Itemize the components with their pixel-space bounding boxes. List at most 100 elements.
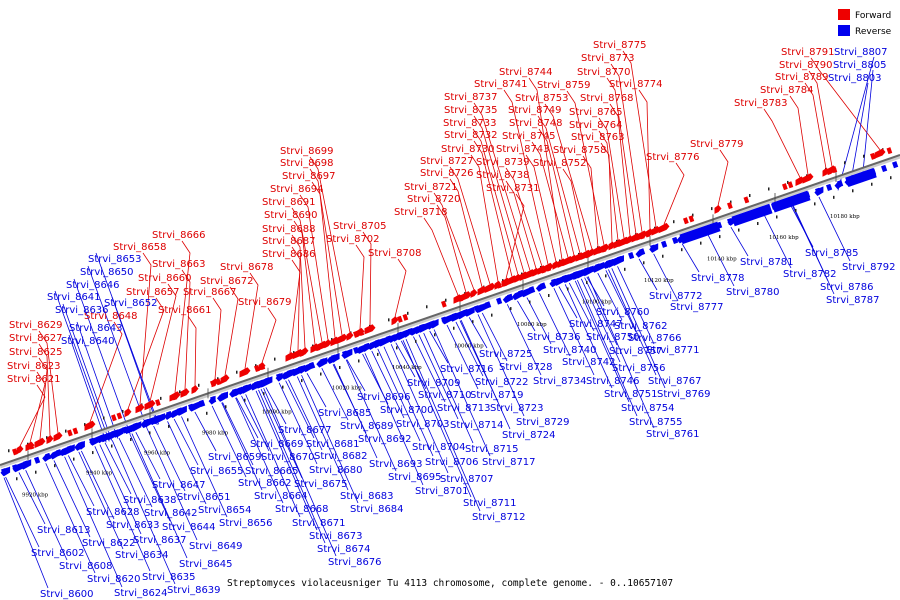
- reverse-gene-block[interactable]: [595, 263, 602, 271]
- forward-gene-label[interactable]: Strvi_8687: [262, 236, 316, 247]
- forward-gene-block[interactable]: [215, 378, 222, 386]
- forward-gene-label[interactable]: Strvi_8737: [444, 92, 498, 103]
- reverse-gene-block[interactable]: [34, 456, 41, 464]
- forward-gene-label[interactable]: Strvi_8727: [420, 156, 474, 167]
- reverse-gene-block[interactable]: [276, 373, 283, 381]
- reverse-gene-label[interactable]: Strvi_8620: [87, 574, 141, 585]
- forward-gene-block[interactable]: [831, 166, 838, 174]
- reverse-gene-5[interactable]: [49, 449, 59, 460]
- reverse-gene-label[interactable]: Strvi_8713: [437, 403, 491, 414]
- reverse-gene-block[interactable]: [210, 396, 217, 404]
- reverse-gene-block[interactable]: [573, 270, 580, 279]
- forward-gene-24[interactable]: [346, 331, 354, 341]
- forward-gene-label[interactable]: Strvi_8743: [496, 144, 550, 155]
- reverse-gene-label[interactable]: Strvi_8695: [388, 472, 442, 483]
- reverse-gene-block[interactable]: [364, 342, 371, 351]
- reverse-gene-label[interactable]: Strvi_8669: [250, 439, 304, 450]
- large-reverse-gene[interactable]: [731, 203, 773, 227]
- forward-gene-label[interactable]: Strvi_8648: [84, 311, 138, 322]
- reverse-gene-block[interactable]: [375, 339, 382, 347]
- reverse-gene-label[interactable]: Strvi_8684: [350, 504, 404, 515]
- forward-gene-label[interactable]: Strvi_8745: [502, 131, 556, 142]
- reverse-gene-label[interactable]: Strvi_8652: [104, 298, 158, 309]
- reverse-gene-block[interactable]: [617, 255, 624, 263]
- forward-gene-61[interactable]: [795, 176, 805, 186]
- reverse-gene-block[interactable]: [353, 346, 360, 354]
- reverse-gene-label[interactable]: Strvi_8649: [189, 541, 243, 552]
- forward-gene-label[interactable]: Strvi_8744: [499, 67, 553, 78]
- reverse-gene-label[interactable]: Strvi_8645: [179, 559, 233, 570]
- forward-gene-block[interactable]: [402, 313, 409, 321]
- forward-gene-label[interactable]: Strvi_8657: [126, 287, 180, 298]
- reverse-gene-block[interactable]: [89, 437, 96, 445]
- reverse-gene-block[interactable]: [12, 464, 19, 472]
- large-reverse-gene[interactable]: [845, 167, 877, 188]
- forward-gene-label[interactable]: Strvi_8678: [220, 262, 274, 273]
- forward-gene-block[interactable]: [545, 264, 552, 272]
- forward-gene-label[interactable]: Strvi_8627: [9, 333, 63, 344]
- forward-gene-label[interactable]: Strvi_8705: [333, 221, 387, 232]
- reverse-gene-block[interactable]: [287, 369, 294, 377]
- forward-gene-block[interactable]: [28, 442, 35, 450]
- reverse-gene-label[interactable]: Strvi_8646: [66, 280, 120, 291]
- reverse-gene-block[interactable]: [474, 305, 481, 313]
- forward-gene-block[interactable]: [782, 183, 788, 191]
- reverse-gene-block[interactable]: [881, 164, 888, 173]
- reverse-gene-block[interactable]: [672, 236, 679, 245]
- forward-gene-label[interactable]: Strvi_8686: [262, 249, 316, 260]
- reverse-gene-label[interactable]: Strvi_8710: [418, 390, 472, 401]
- forward-gene-block[interactable]: [639, 232, 645, 240]
- reverse-gene-label[interactable]: Strvi_8680: [309, 465, 363, 476]
- reverse-gene-label[interactable]: Strvi_8628: [86, 507, 140, 518]
- reverse-gene-label[interactable]: Strvi_8754: [621, 403, 675, 414]
- forward-gene-block[interactable]: [111, 414, 117, 422]
- reverse-gene-block[interactable]: [188, 403, 195, 411]
- reverse-gene-label[interactable]: Strvi_8653: [88, 254, 142, 265]
- forward-gene-block[interactable]: [787, 181, 794, 189]
- reverse-gene-label[interactable]: Strvi_8729: [516, 417, 570, 428]
- reverse-gene-block[interactable]: [485, 301, 492, 309]
- forward-gene-27[interactable]: [391, 316, 399, 326]
- forward-gene-label[interactable]: Strvi_8733: [443, 118, 497, 129]
- reverse-gene-label[interactable]: Strvi_8642: [144, 508, 198, 519]
- reverse-gene-block[interactable]: [551, 278, 558, 286]
- forward-gene-block[interactable]: [688, 215, 695, 223]
- forward-gene-label[interactable]: Strvi_8623: [7, 361, 61, 372]
- forward-gene-block[interactable]: [584, 251, 590, 259]
- forward-gene-block[interactable]: [397, 315, 403, 323]
- reverse-gene-block[interactable]: [628, 252, 635, 260]
- reverse-gene-label[interactable]: Strvi_8805: [833, 60, 887, 71]
- reverse-gene-label[interactable]: Strvi_8778: [691, 273, 745, 284]
- reverse-gene-block[interactable]: [78, 441, 85, 449]
- reverse-gene-label[interactable]: Strvi_8785: [805, 248, 859, 259]
- forward-gene-block[interactable]: [67, 429, 73, 437]
- reverse-gene-label[interactable]: Strvi_8761: [646, 429, 700, 440]
- reverse-gene-block[interactable]: [298, 365, 305, 373]
- forward-gene-label[interactable]: Strvi_8738: [476, 170, 530, 181]
- reverse-gene-label[interactable]: Strvi_8772: [649, 291, 703, 302]
- forward-gene-14[interactable]: [239, 367, 251, 378]
- large-reverse-gene[interactable]: [679, 221, 721, 245]
- reverse-gene-label[interactable]: Strvi_8760: [596, 307, 650, 318]
- forward-gene-label[interactable]: Strvi_8694: [270, 184, 324, 195]
- reverse-gene-label[interactable]: Strvi_8714: [450, 420, 504, 431]
- reverse-gene-label[interactable]: Strvi_8696: [357, 392, 411, 403]
- forward-gene-label[interactable]: Strvi_8791: [781, 47, 835, 58]
- reverse-gene-block[interactable]: [23, 460, 30, 468]
- forward-gene-block[interactable]: [644, 230, 651, 238]
- reverse-gene-label[interactable]: Strvi_8613: [37, 525, 91, 536]
- forward-gene-label[interactable]: Strvi_8699: [280, 146, 334, 157]
- reverse-gene-label[interactable]: Strvi_8602: [31, 548, 85, 559]
- reverse-gene-label[interactable]: Strvi_8608: [59, 561, 113, 572]
- reverse-gene-label[interactable]: Strvi_8703: [396, 419, 450, 430]
- forward-gene-label[interactable]: Strvi_8774: [609, 79, 663, 90]
- reverse-gene-label[interactable]: Strvi_8635: [142, 572, 196, 583]
- forward-gene-block[interactable]: [155, 399, 161, 407]
- reverse-gene-label[interactable]: Strvi_8656: [219, 518, 273, 529]
- forward-gene-block[interactable]: [12, 448, 18, 456]
- forward-gene-label[interactable]: Strvi_8752: [533, 158, 587, 169]
- forward-gene-2[interactable]: [34, 437, 46, 449]
- reverse-gene-block[interactable]: [892, 161, 899, 169]
- reverse-gene-block[interactable]: [331, 354, 338, 362]
- reverse-gene-block[interactable]: [133, 422, 140, 430]
